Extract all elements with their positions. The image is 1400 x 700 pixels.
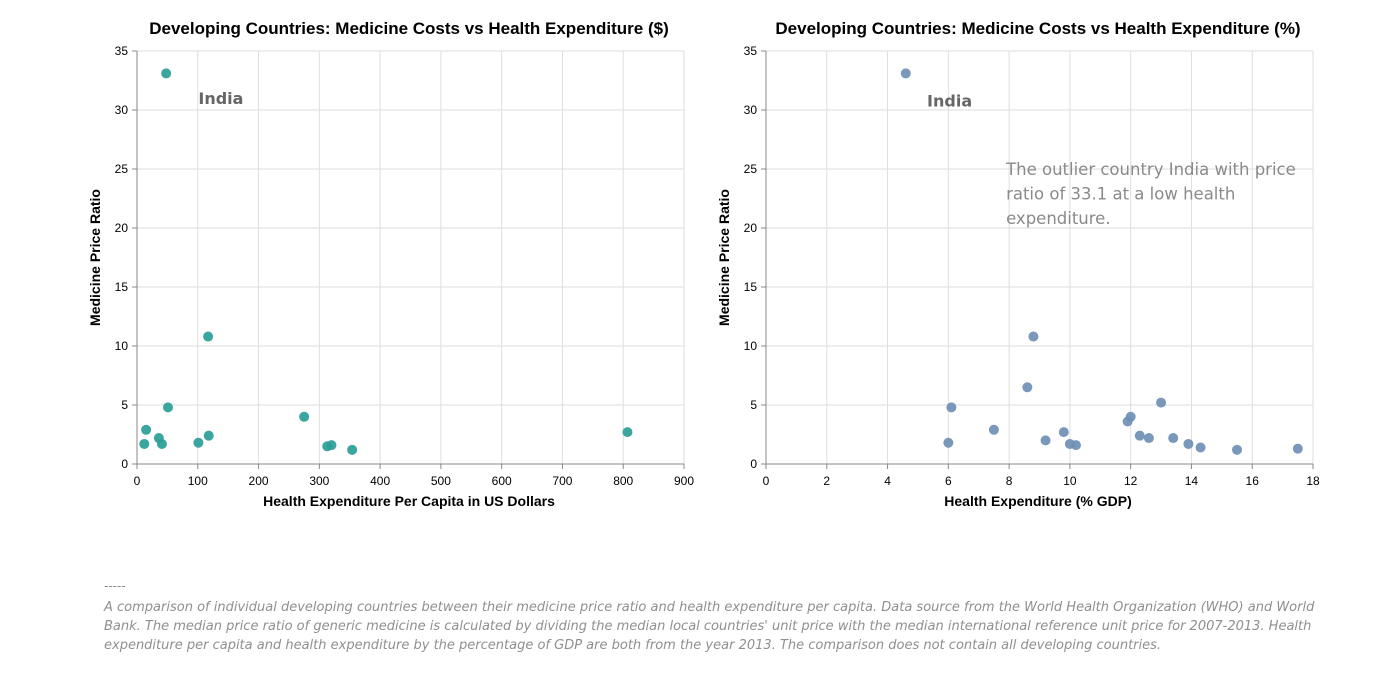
data-point <box>161 68 172 79</box>
y-tick-label: 5 <box>750 398 757 412</box>
data-point <box>946 402 957 413</box>
data-point <box>1028 331 1039 342</box>
y-tick-label: 20 <box>744 221 758 235</box>
data-point <box>203 430 214 441</box>
y-tick-label: 0 <box>121 457 128 471</box>
annotation-label-india: India <box>198 89 243 108</box>
y-axis-title: Medicine Price Ratio <box>87 189 103 326</box>
y-axis-title: Medicine Price Ratio <box>716 189 732 326</box>
y-tick-label: 10 <box>115 339 129 353</box>
x-tick-label: 100 <box>188 474 208 488</box>
data-point <box>1183 438 1194 449</box>
footnote-separator: ----- <box>104 579 126 593</box>
data-point <box>1058 427 1069 438</box>
x-tick-label: 12 <box>1124 474 1138 488</box>
data-point <box>162 402 173 413</box>
footnote-text: A comparison of individual developing co… <box>104 600 1315 653</box>
data-point <box>139 438 150 449</box>
y-tick-label: 10 <box>744 339 758 353</box>
data-points <box>139 68 633 455</box>
y-tick-label: 0 <box>750 457 757 471</box>
x-tick-label: 700 <box>552 474 572 488</box>
data-point <box>1070 440 1081 451</box>
data-point <box>203 331 214 342</box>
y-tick-label: 35 <box>744 44 758 58</box>
y-tick-label: 5 <box>121 398 128 412</box>
y-tick-label: 25 <box>744 162 758 176</box>
data-point <box>943 437 954 448</box>
data-point <box>299 411 310 422</box>
x-tick-label: 800 <box>613 474 633 488</box>
x-tick-label: 400 <box>370 474 390 488</box>
data-point <box>1022 382 1033 393</box>
right-chart: 0 5 10 15 20 25 30 35 0 2 4 6 8 10 12 14 16 18 Developing … <box>716 19 1320 509</box>
data-point <box>1292 443 1303 454</box>
data-point <box>1143 433 1154 444</box>
x-tick-label: 500 <box>431 474 451 488</box>
data-point <box>1195 442 1206 453</box>
x-tick-label: 10 <box>1063 474 1077 488</box>
data-point <box>988 424 999 435</box>
x-axis-title: Health Expenditure Per Capita in US Doll… <box>263 493 555 509</box>
annotation-text: The outlier country India with price rati… <box>1005 160 1296 228</box>
y-tick-label: 25 <box>115 162 129 176</box>
y-tick-label: 30 <box>744 103 758 117</box>
chart-title: Developing Countries: Medicine Costs vs … <box>149 19 669 38</box>
x-tick-label: 4 <box>884 474 891 488</box>
y-tick-label: 30 <box>115 103 129 117</box>
data-point <box>1168 433 1179 444</box>
data-point <box>1134 430 1145 441</box>
x-tick-label: 6 <box>945 474 952 488</box>
gridlines <box>137 50 685 464</box>
gridlines <box>766 50 1314 464</box>
data-point <box>141 424 152 435</box>
x-tick-label: 18 <box>1306 474 1320 488</box>
data-point <box>347 444 358 455</box>
y-tick-label: 15 <box>744 280 758 294</box>
data-point <box>622 427 633 438</box>
x-tick-label: 14 <box>1185 474 1199 488</box>
x-tick-label: 200 <box>249 474 269 488</box>
x-tick-label: 0 <box>134 474 141 488</box>
footnote: ----- A comparison of individual develop… <box>104 578 1334 655</box>
annotation-text-line: expenditure. <box>1006 209 1111 228</box>
data-point <box>326 440 337 451</box>
left-chart: 0 5 10 15 20 25 30 35 0 100 200 300 400 500 600 700 800 9… <box>87 19 694 509</box>
x-tick-label: 16 <box>1246 474 1260 488</box>
y-tick-label: 20 <box>115 221 129 235</box>
data-point <box>1125 411 1136 422</box>
x-tick-label: 900 <box>674 474 694 488</box>
x-tick-label: 8 <box>1006 474 1013 488</box>
x-tick-label: 300 <box>309 474 329 488</box>
y-tick-label: 15 <box>115 280 129 294</box>
annotation-text-line: ratio of 33.1 at a low health <box>1006 184 1235 203</box>
x-axis-title: Health Expenditure (% GDP) <box>944 493 1131 509</box>
annotation-label-india: India <box>927 91 972 110</box>
chart-title: Developing Countries: Medicine Costs vs … <box>775 19 1300 38</box>
annotation-text-line: The outlier country India with price <box>1005 160 1296 179</box>
data-point <box>1232 444 1243 455</box>
data-point <box>1040 435 1051 446</box>
x-tick-label: 600 <box>492 474 512 488</box>
data-point <box>156 438 167 449</box>
x-tick-label: 0 <box>763 474 770 488</box>
x-tick-label: 2 <box>823 474 830 488</box>
data-point <box>900 68 911 79</box>
data-points <box>900 68 1303 455</box>
data-point <box>193 437 204 448</box>
data-point <box>1156 397 1167 408</box>
y-tick-label: 35 <box>115 44 129 58</box>
